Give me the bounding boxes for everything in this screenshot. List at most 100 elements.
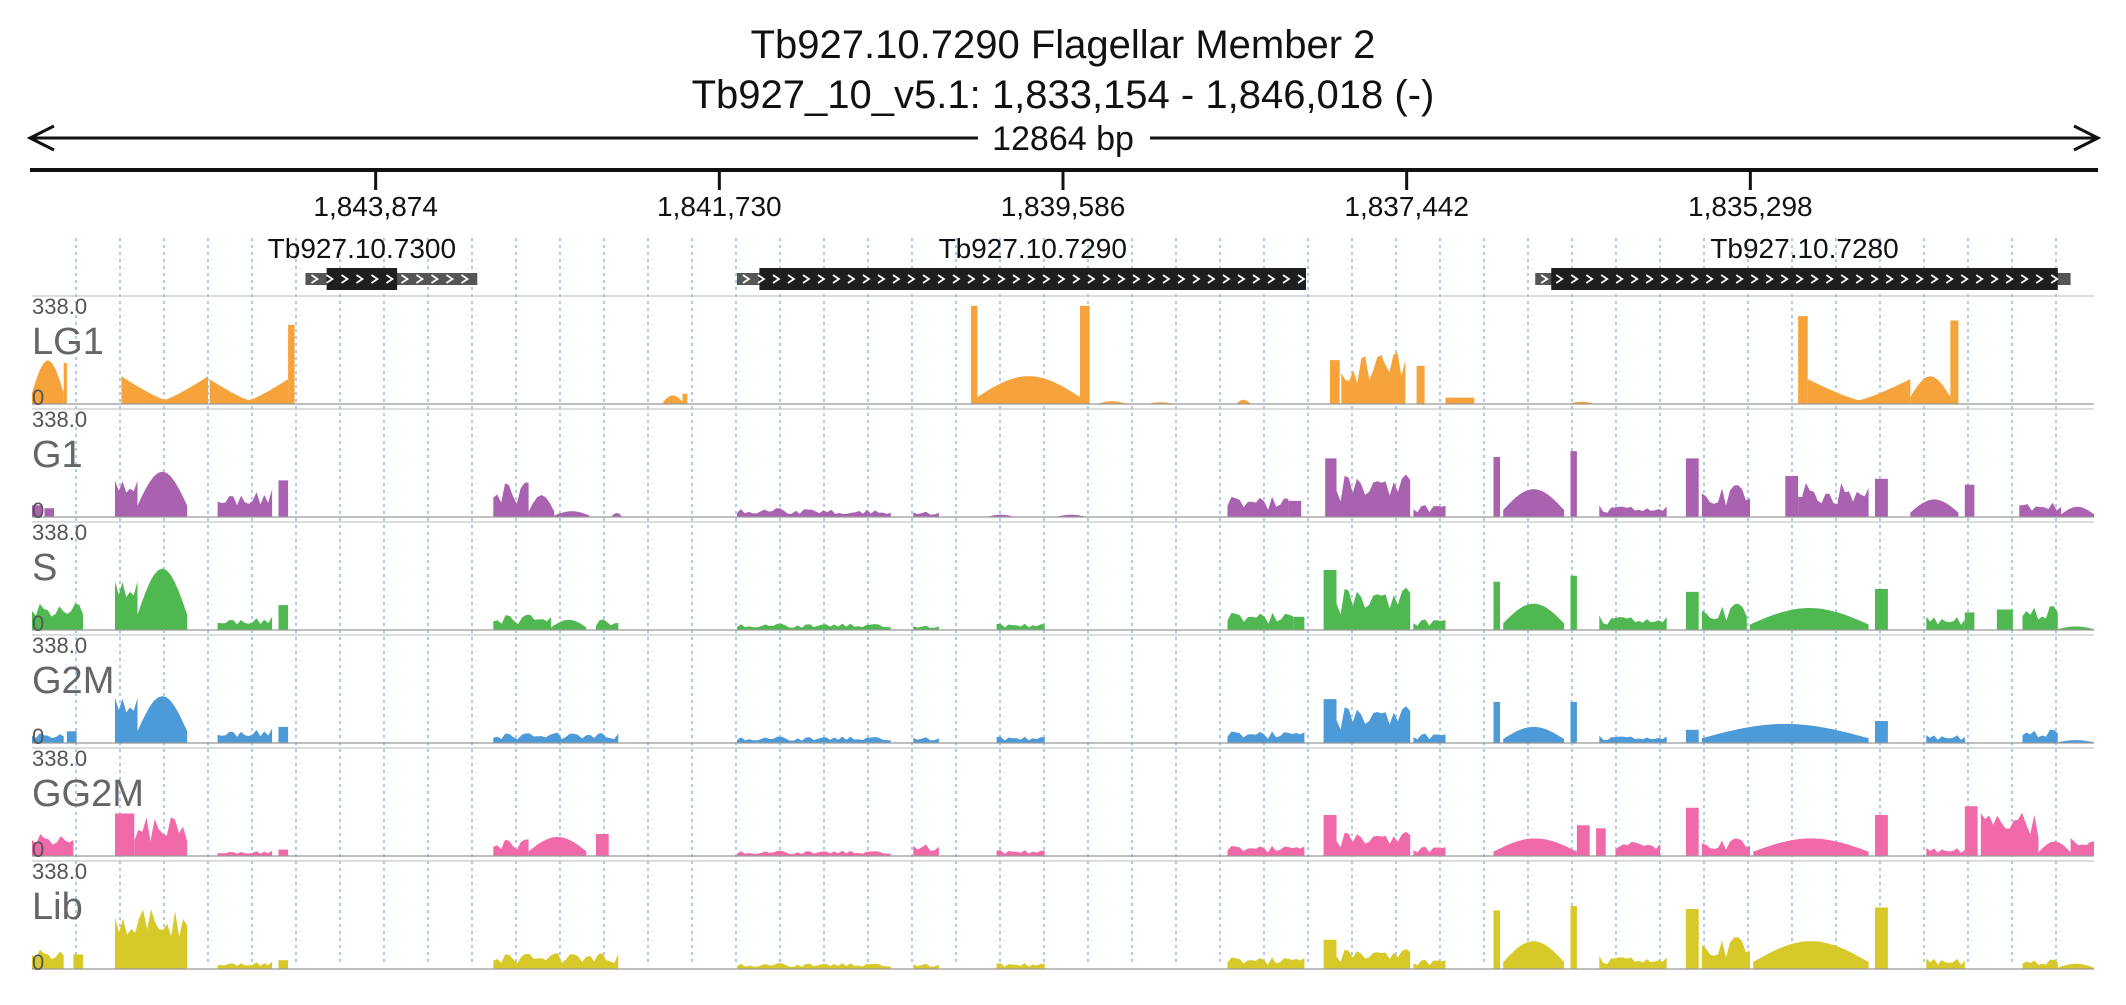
track-name-label: GG2M (32, 773, 144, 815)
strand-arrow-icon (1192, 274, 1201, 284)
coverage-block (1341, 352, 1406, 404)
strand-arrows (1540, 274, 2059, 284)
coverage-block (1323, 699, 1337, 743)
strand-arrow-icon (802, 274, 811, 284)
coverage-block (1753, 838, 1869, 856)
strand-arrow-icon (1570, 274, 1579, 284)
strand-arrow-icon (1042, 274, 1051, 284)
coverage-block (32, 603, 83, 630)
strand-arrow-icon (817, 274, 826, 284)
strand-arrow-icon (1540, 274, 1549, 284)
strand-arrow-icon (757, 274, 766, 284)
strand-arrow-icon (997, 274, 1006, 284)
strand-arrow-icon (847, 274, 856, 284)
strand-arrow-icon (1795, 274, 1804, 284)
strand-arrow-icon (922, 274, 931, 284)
strand-arrow-icon (1147, 274, 1156, 284)
strand-arrow-icon (937, 274, 946, 284)
coverage-block (493, 839, 529, 856)
coverage-block (1910, 499, 1959, 517)
strand-arrow-icon (1825, 274, 1834, 284)
coverage-block (1323, 815, 1337, 856)
coverage-block (1445, 397, 1475, 404)
strand-arrow-icon (832, 274, 841, 284)
coverage-block (1701, 838, 1750, 856)
gene-track: Tb927.10.7300 Tb927.10.7290 Tb927.10.7280 (268, 233, 2071, 290)
coverage-block (1416, 365, 1425, 404)
coverage-block (1493, 910, 1500, 969)
strand-arrow-icon (430, 274, 440, 284)
coverage-block (1996, 609, 2013, 630)
coverage-block (1493, 838, 1577, 856)
coverage-block (63, 363, 67, 404)
coverage-block (737, 850, 891, 856)
strand-arrow-icon (1810, 274, 1819, 284)
strand-arrow-icon (1585, 274, 1594, 284)
strand-arrow-icon (1900, 274, 1909, 284)
strand-arrow-icon (340, 274, 350, 284)
coverage-block (1701, 937, 1750, 969)
strand-arrow-icon (982, 274, 991, 284)
coverage-block (1964, 612, 1975, 630)
coverage-block (1926, 616, 1965, 630)
coverage-block (1685, 729, 1699, 743)
span-length-label: 12864 bp (992, 120, 1134, 158)
coverage-block (115, 813, 135, 856)
track-ymax-label: 338.0 (32, 294, 87, 319)
coverage-block (1227, 612, 1294, 630)
coverage-block (1875, 589, 1888, 630)
coverage-block (217, 850, 273, 856)
strand-arrow-icon (1660, 274, 1669, 284)
coverage-block (1570, 451, 1577, 517)
strand-arrow-icon (1237, 274, 1246, 284)
coverage-block (278, 960, 289, 969)
coverage-block (1875, 478, 1888, 517)
strand-arrow-icon (1765, 274, 1774, 284)
strand-arrow-icon (1072, 274, 1081, 284)
coverage-block (217, 728, 273, 743)
coverage-block (1596, 828, 1606, 856)
coverage-block (1964, 484, 1975, 517)
gene-model[interactable]: Tb927.10.7290 (736, 233, 1307, 290)
coverage-block (1964, 806, 1978, 856)
coverage-block (217, 489, 273, 517)
coverage-block (1950, 320, 1959, 404)
coverage-block (278, 605, 289, 630)
coverage-block (1323, 939, 1337, 969)
strand-arrow-icon (1855, 274, 1864, 284)
strand-arrow-icon (1252, 274, 1261, 284)
gene-model[interactable]: Tb927.10.7300 (268, 233, 478, 290)
coverage-block (217, 961, 273, 969)
coverage-block (528, 495, 555, 517)
coverage-block (1599, 615, 1667, 630)
coverage-block (2057, 626, 2094, 630)
coverage-block (1701, 724, 1869, 743)
coverage-block (66, 731, 77, 743)
ruler-tick-label: 1,837,442 (1344, 191, 1469, 222)
strand-arrow-icon (1132, 274, 1141, 284)
track-ymax-label: 338.0 (32, 746, 87, 771)
coverage-block (2022, 729, 2058, 743)
coverage-block (1750, 608, 1869, 630)
strand-arrow-icon (2050, 274, 2059, 284)
coverage-block (996, 623, 1045, 630)
strand-arrow-icon (742, 274, 751, 284)
gene-model[interactable]: Tb927.10.7280 (1535, 233, 2071, 290)
coverage-block (493, 614, 551, 630)
coverage-block (1701, 603, 1747, 630)
strand-arrow-icon (1675, 274, 1684, 284)
coverage-block (1493, 457, 1500, 517)
strand-arrow-icon (1207, 274, 1216, 284)
coverage-block (493, 732, 619, 743)
coverage-block (1413, 733, 1446, 743)
coverage-block (1336, 949, 1411, 969)
gene-label: Tb927.10.7300 (268, 233, 456, 264)
coverage-block (528, 837, 587, 856)
coverage-block (1576, 825, 1590, 856)
coverage-block (913, 737, 939, 743)
coverage-block (217, 616, 273, 630)
